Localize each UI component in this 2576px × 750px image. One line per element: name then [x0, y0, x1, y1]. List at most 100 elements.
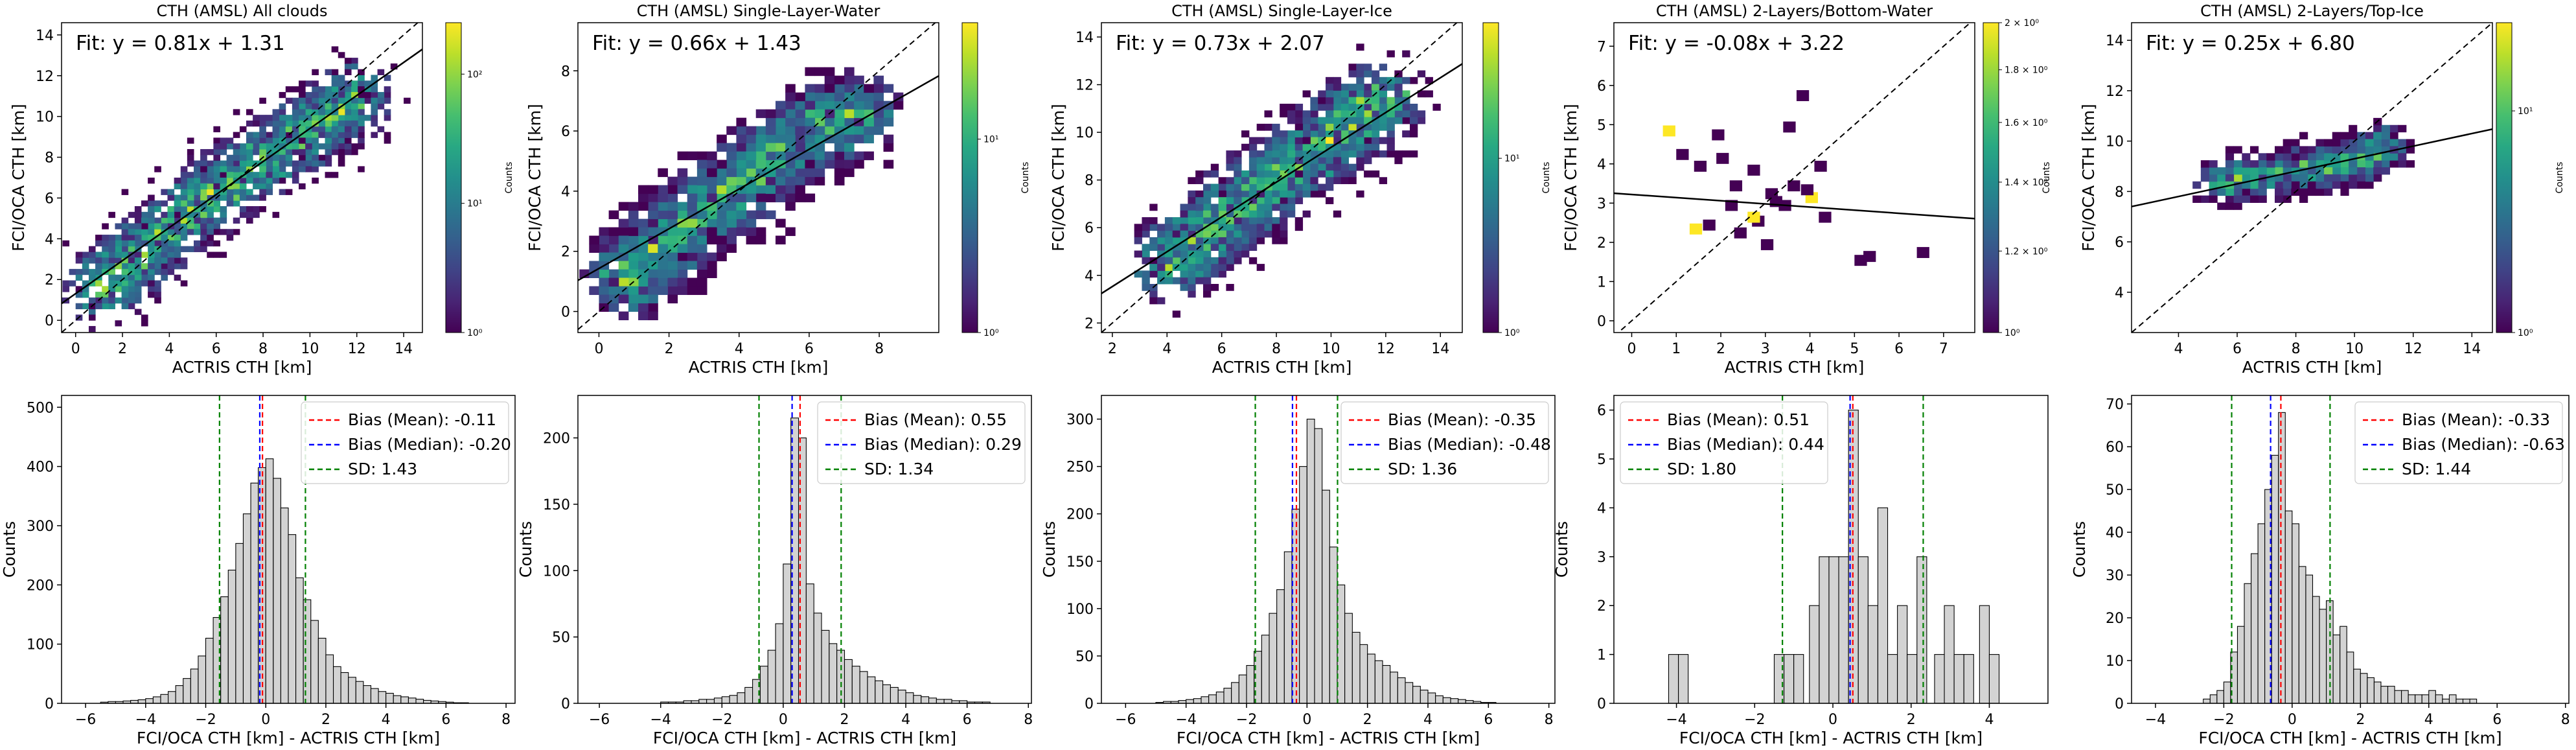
plot-title: CTH (AMSL) All clouds [156, 2, 327, 20]
heatmap-cell [726, 151, 737, 161]
heatmap-cell [2291, 160, 2300, 168]
heatmap-cell [1340, 177, 1349, 185]
heatmap-cell [2381, 124, 2391, 133]
heatmap-cell [785, 92, 796, 102]
heatmap-cell [246, 132, 253, 138]
heatmap-cell [2349, 174, 2358, 182]
heatmap-cell [2373, 124, 2382, 133]
heatmap-cell [102, 246, 109, 252]
histogram-bar [288, 534, 297, 704]
heatmap-cell [358, 126, 365, 133]
heatmap-cell [318, 120, 326, 127]
heatmap-cell [180, 235, 188, 241]
heatmap-cell [266, 120, 273, 127]
y-tick-label: 3 [1597, 196, 1606, 212]
heatmap-cell [259, 115, 266, 121]
heatmap-cell [371, 91, 378, 99]
heatmap-cell [305, 115, 312, 121]
heatmap-cell [2340, 139, 2349, 146]
heatmap-cell [299, 103, 306, 110]
heatmap-cell [128, 257, 135, 264]
heatmap-cell [1348, 90, 1357, 98]
heatmap-cell [193, 240, 201, 247]
heatmap-cell [108, 257, 115, 264]
heatmap-cell [785, 109, 796, 119]
heatmap-cell [2398, 160, 2407, 168]
histogram-bar [348, 677, 356, 704]
heatmap-cell [253, 120, 260, 127]
heatmap-cell [213, 189, 221, 195]
heatmap-cell [1294, 117, 1304, 124]
heatmap-cell [180, 166, 188, 172]
histogram-bar [698, 699, 707, 704]
heatmap-cell [344, 148, 352, 156]
heatmap-cell [1280, 217, 1288, 224]
histogram-bar [798, 437, 807, 704]
y-tick-label: 14 [2106, 33, 2124, 49]
heatmap-cell [1248, 230, 1258, 238]
heatmap-cell [765, 134, 776, 144]
heatmap-cell [1226, 224, 1234, 231]
histogram-bar [1238, 674, 1247, 704]
x-tick-label: −4 [1175, 712, 1196, 728]
heatmap-cell [1356, 157, 1364, 165]
colorbar-tick-label: 10⁰ [1504, 328, 1520, 338]
heatmap-cell [1676, 148, 1689, 160]
y-tick-label: 6 [2115, 235, 2124, 251]
heatmap-cell [1272, 130, 1280, 137]
heatmap-cell [1234, 183, 1242, 191]
heatmap-cell [2332, 146, 2341, 154]
heatmap-cell [167, 194, 175, 201]
heatmap-cell [785, 227, 796, 237]
heatmap-cell [174, 252, 181, 258]
legend-label: Bias (Median): -0.48 [1388, 435, 1551, 454]
heatmap-cell [1226, 283, 1234, 291]
heatmap-cell [1364, 70, 1372, 78]
heatmap-cell [736, 210, 747, 220]
heatmap-cell [1348, 97, 1357, 104]
heatmap-cell [2225, 146, 2235, 154]
x-tick-label: 2 [1363, 712, 1372, 728]
heatmap-cell [696, 151, 707, 161]
histogram-bar [737, 692, 746, 704]
heatmap-cell [121, 257, 129, 264]
heatmap-cell [128, 263, 135, 270]
heatmap-cell [377, 126, 385, 133]
heatmap-cell [305, 97, 312, 104]
heatmap-cell [1356, 130, 1364, 137]
heatmap-cell [82, 303, 89, 310]
y-tick-label: 100 [27, 637, 54, 653]
histogram-bar [2435, 694, 2443, 704]
heatmap-cell [272, 172, 280, 178]
heatmap-cell [161, 268, 168, 275]
y-tick-label: 200 [27, 578, 54, 594]
heatmap-cell [1287, 117, 1296, 124]
x-tick-label: 6 [212, 341, 221, 357]
heatmap-cell [1218, 183, 1226, 191]
heatmap-cell [1333, 210, 1342, 218]
heatmap-area [578, 23, 939, 331]
heatmap-cell [1180, 264, 1188, 271]
heatmap-cell [1272, 150, 1280, 158]
heatmap-cell [1264, 177, 1272, 185]
heatmap-cell [1326, 197, 1334, 204]
heatmap-cell [667, 176, 678, 186]
heatmap-cell [1195, 230, 1204, 238]
heatmap-cell [285, 172, 293, 178]
heatmap-cell [687, 261, 698, 270]
heatmap-cell [207, 240, 214, 247]
heatmap-cell [1248, 204, 1258, 211]
heatmap-cell [696, 159, 707, 169]
heatmap-cell [279, 91, 286, 99]
heatmap-cell [259, 132, 266, 138]
heatmap-cell [795, 143, 805, 152]
heatmap-cell [213, 154, 221, 161]
heatmap-cell [1280, 204, 1288, 211]
heatmap-cell [312, 69, 319, 76]
heatmap-cell [785, 126, 796, 135]
heatmap-cell [864, 151, 874, 161]
x-tick-label: 14 [1431, 341, 1449, 357]
heatmap-cell [344, 109, 352, 115]
